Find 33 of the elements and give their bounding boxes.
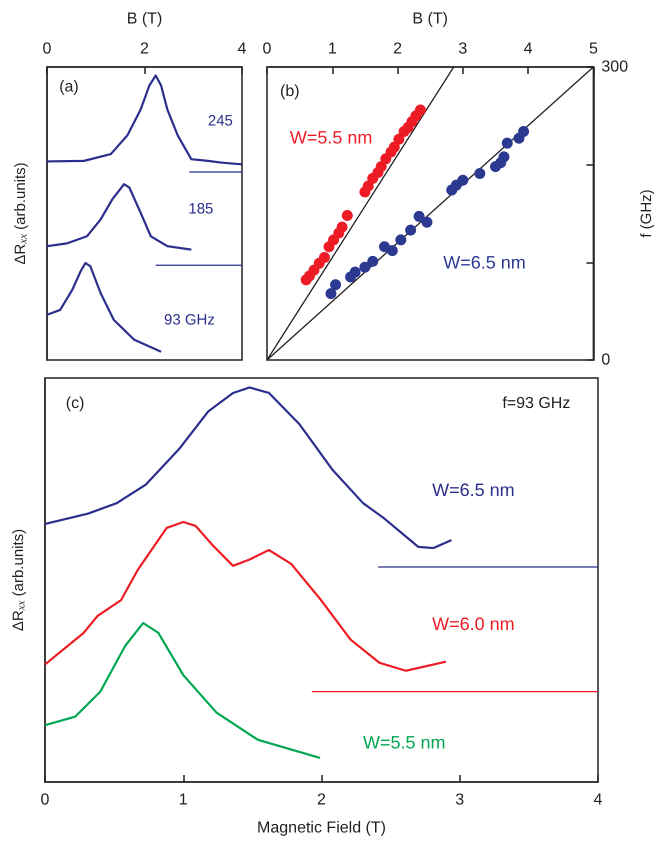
text: 185: [188, 200, 214, 218]
x-tick-label: 3: [458, 40, 468, 58]
series-label: 93 GHz: [164, 312, 215, 329]
x-tick-label: 3: [455, 792, 464, 808]
x-tick-label: 2: [140, 40, 150, 58]
y-axis-title: ΔRxx (arb.units): [12, 162, 30, 265]
x-axis-title: Magnetic Field (T): [257, 820, 386, 836]
series-label: W=6.5 nm: [443, 252, 526, 272]
annotation: (c): [66, 394, 84, 412]
text: W=6.5 nm: [432, 480, 515, 500]
x-axis-title: B (T): [412, 10, 448, 28]
x-tick-label: 0: [42, 40, 52, 58]
y-tick-label: 300: [601, 58, 628, 76]
series-label: W=6.0 nm: [432, 614, 515, 634]
annotation: (b): [280, 82, 300, 100]
x-tick-label: 1: [178, 792, 188, 808]
text: W=5.5 nm: [362, 732, 446, 753]
x-tick-label: 5: [588, 40, 598, 58]
x-tick-label: 2: [317, 792, 326, 808]
x-tick-label: 4: [238, 40, 247, 58]
x-tick-label: 4: [524, 40, 533, 58]
y-axis-title: ΔRxx (arb.units): [10, 528, 28, 632]
x-tick-label: 0: [262, 40, 272, 58]
x-tick-label: 2: [393, 40, 402, 58]
x-tick-label: 0: [40, 792, 50, 808]
x-tick-label: 1: [328, 40, 337, 58]
annotation: f=93 GHz: [502, 394, 570, 412]
x-tick-label: 4: [594, 792, 603, 808]
y-axis-title: f (GHz): [638, 189, 655, 238]
annotation: (a): [59, 78, 79, 96]
series-label: W=5.5 nm: [290, 127, 372, 148]
series-label: 245: [208, 112, 233, 130]
x-axis-title: B (T): [126, 10, 162, 28]
